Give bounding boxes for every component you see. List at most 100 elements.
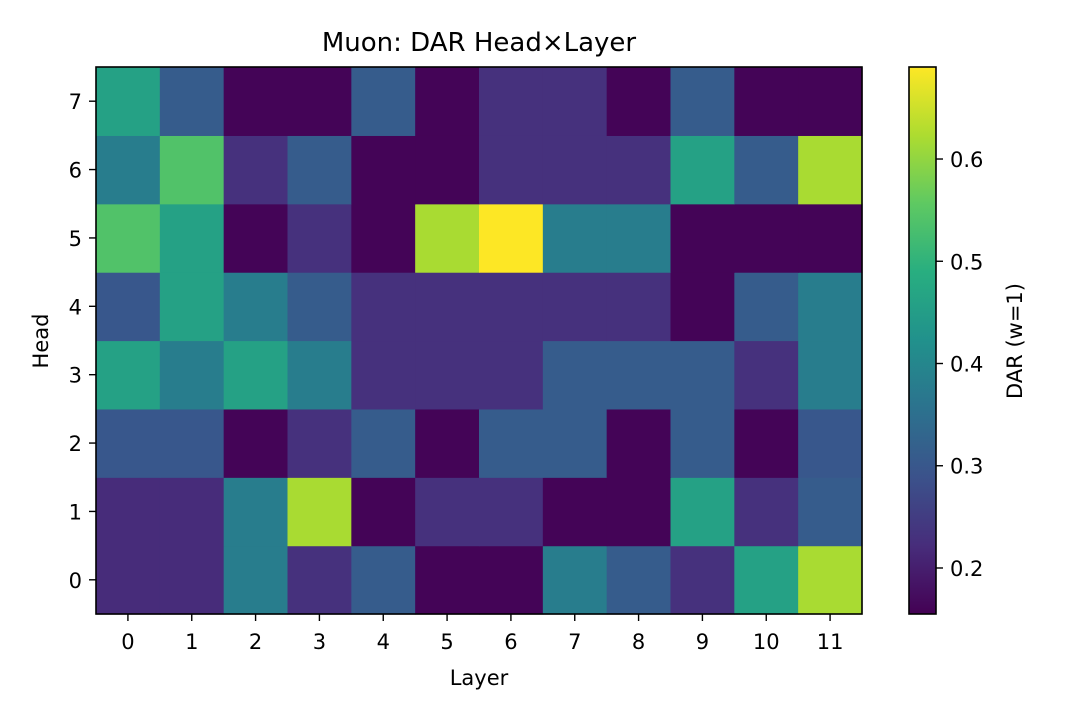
heatmap-cell xyxy=(798,135,863,205)
heatmap-cell xyxy=(159,272,225,342)
y-tick-label: 7 xyxy=(69,90,82,114)
heatmap-cell xyxy=(798,545,863,615)
x-tick-label: 9 xyxy=(696,630,709,654)
heatmap-cell xyxy=(287,408,352,478)
heatmap-cell xyxy=(798,477,863,547)
y-axis-label: Head xyxy=(29,314,53,369)
y-tick-label: 6 xyxy=(69,159,82,183)
heatmap-cell xyxy=(96,203,161,273)
heatmap-cell xyxy=(415,545,480,615)
heatmap-cell xyxy=(96,272,161,342)
heatmap-cell xyxy=(415,477,480,547)
heatmap-cell xyxy=(734,67,799,136)
colorbar-tick-label: 0.2 xyxy=(950,557,983,581)
y-tick-label: 2 xyxy=(69,432,82,456)
y-tick-label: 3 xyxy=(69,364,82,388)
heatmap-cell xyxy=(542,272,608,342)
heatmap-cell xyxy=(734,340,799,410)
heatmap-cell xyxy=(159,545,225,615)
heatmap-cell xyxy=(479,408,544,478)
heatmap-cell xyxy=(415,408,480,478)
heatmap-cell xyxy=(479,545,544,615)
x-tick-label: 2 xyxy=(249,630,262,654)
colorbar-tick-label: 0.6 xyxy=(950,148,983,172)
heatmap-cell xyxy=(287,135,352,205)
heatmap-cell xyxy=(159,477,225,547)
x-tick-label: 4 xyxy=(377,630,390,654)
x-tick-label: 7 xyxy=(568,630,581,654)
colorbar-label: DAR (w=1) xyxy=(1003,283,1027,399)
heatmap-cell xyxy=(351,340,416,410)
colorbar-tick-label: 0.5 xyxy=(950,250,983,274)
heatmap-cell xyxy=(734,272,799,342)
heatmap-cell xyxy=(606,67,672,136)
heatmap-cell xyxy=(96,545,161,615)
x-tick-label: 3 xyxy=(313,630,326,654)
y-tick-label: 4 xyxy=(69,295,82,319)
heatmap-cell xyxy=(606,272,672,342)
heatmap-cell xyxy=(159,203,225,273)
heatmap-cell xyxy=(479,477,544,547)
heatmap-cell xyxy=(670,135,735,205)
heatmap-cell xyxy=(223,203,289,273)
colorbar-tick-label: 0.4 xyxy=(950,353,983,377)
x-tick-label: 1 xyxy=(185,630,198,654)
heatmap-cell xyxy=(96,135,161,205)
heatmap-cell xyxy=(96,408,161,478)
heatmap-cell xyxy=(159,408,225,478)
heatmap-cell xyxy=(670,272,735,342)
heatmap-cell xyxy=(734,408,799,478)
heatmap-cell xyxy=(479,203,544,273)
x-tick-label: 0 xyxy=(121,630,134,654)
y-tick-label: 0 xyxy=(69,569,82,593)
x-axis-ticks: 0 1 2 3 4 5 6 7 8 9 10 11 xyxy=(121,614,843,654)
heatmap-cell xyxy=(670,408,735,478)
plot-frame xyxy=(95,66,863,615)
heatmap-cell xyxy=(96,340,161,410)
heatmap-cell xyxy=(798,203,863,273)
heatmap-cell xyxy=(606,477,672,547)
heatmap-cell xyxy=(670,340,735,410)
heatmap-cell xyxy=(479,67,544,136)
heatmap-cell xyxy=(287,477,352,547)
heatmap-cell xyxy=(287,67,352,136)
heatmap-cell xyxy=(351,272,416,342)
heatmap-cell xyxy=(159,67,225,136)
heatmap-cell xyxy=(606,408,672,478)
y-axis-ticks: 0 1 2 3 4 5 6 7 xyxy=(69,90,96,593)
heatmap-cell xyxy=(734,135,799,205)
heatmap-cell xyxy=(351,545,416,615)
heatmap-cell xyxy=(542,477,608,547)
heatmap-cell xyxy=(159,340,225,410)
heatmap-cell xyxy=(223,272,289,342)
heatmap-cell xyxy=(351,203,416,273)
heatmap-cell xyxy=(542,67,608,136)
chart-title: Muon: DAR Head×Layer xyxy=(322,28,637,58)
heatmap-cell xyxy=(479,340,544,410)
heatmap-cell xyxy=(606,545,672,615)
colorbar-tick-label: 0.3 xyxy=(950,455,983,479)
heatmap-cell xyxy=(223,408,289,478)
heatmap-cell xyxy=(606,340,672,410)
heatmap-cell xyxy=(96,67,161,136)
heatmap-cell xyxy=(798,272,863,342)
x-tick-label: 11 xyxy=(817,630,844,654)
heatmap-cell xyxy=(415,272,480,342)
heatmap-cell xyxy=(287,340,352,410)
heatmap-cell xyxy=(734,477,799,547)
heatmap-cell xyxy=(287,545,352,615)
heatmap-cell xyxy=(287,203,352,273)
heatmap-cell xyxy=(734,203,799,273)
heatmap-cell xyxy=(351,67,416,136)
heatmap-cell xyxy=(606,203,672,273)
heatmap-cell xyxy=(351,477,416,547)
heatmap-cell xyxy=(798,340,863,410)
heatmap-cell xyxy=(223,545,289,615)
x-tick-label: 8 xyxy=(632,630,645,654)
y-tick-label: 5 xyxy=(69,227,82,251)
heatmap-cell xyxy=(734,545,799,615)
heatmap-cell xyxy=(415,67,480,136)
heatmap-cell xyxy=(479,135,544,205)
